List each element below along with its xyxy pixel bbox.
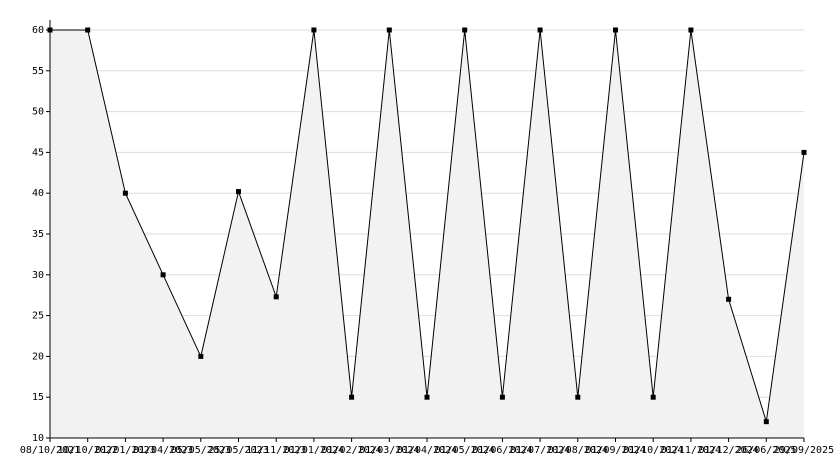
x-tick-label: 10/10/2022 xyxy=(58,445,118,456)
marker xyxy=(763,419,769,425)
x-tick-label: 01/06/2024 xyxy=(472,445,532,456)
marker xyxy=(160,272,166,278)
marker xyxy=(650,394,656,400)
area xyxy=(50,30,804,438)
marker xyxy=(236,189,241,195)
y-tick-label: 50 xyxy=(32,107,44,118)
x-tick-label: 01/02/2024 xyxy=(321,445,381,456)
y-tick-label: 10 xyxy=(32,433,44,444)
x-tick-label: 29/09/2025 xyxy=(774,445,834,456)
y-tick-label: 35 xyxy=(32,229,44,240)
y-tick-label: 15 xyxy=(32,392,44,403)
marker xyxy=(462,27,468,33)
y-tick-label: 55 xyxy=(32,66,44,77)
marker xyxy=(311,27,317,33)
marker xyxy=(537,27,543,33)
marker xyxy=(85,27,91,33)
x-tick-label: 01/03/2024 xyxy=(359,445,419,456)
x-tick-label: 01/01/2024 xyxy=(284,445,344,456)
x-tick-label: 01/04/2024 xyxy=(397,445,457,456)
x-tick-label: 01/01/2023 xyxy=(95,445,155,456)
marker xyxy=(613,27,618,33)
x-tick-label: 01/09/2024 xyxy=(585,445,645,456)
marker xyxy=(349,394,355,400)
marker xyxy=(198,353,204,359)
x-tick-label: 01/12/2024 xyxy=(698,445,758,456)
marker xyxy=(688,27,694,33)
marker xyxy=(801,149,807,155)
x-tick-label: 25/05/2023 xyxy=(208,445,268,456)
x-tick-label: 01/08/2024 xyxy=(548,445,608,456)
x-tick-label: 01/07/2024 xyxy=(510,445,570,456)
marker xyxy=(122,190,128,196)
x-tick-label: 01/10/2024 xyxy=(623,445,683,456)
x-tick-label: 26/06/2025 xyxy=(736,445,796,456)
marker xyxy=(273,294,279,300)
marker xyxy=(424,394,430,400)
marker xyxy=(386,27,392,33)
x-tick-label: 01/05/2024 xyxy=(435,445,495,456)
y-tick-label: 40 xyxy=(32,188,44,199)
y-tick-label: 60 xyxy=(32,25,44,36)
marker xyxy=(575,394,581,400)
y-tick-label: 25 xyxy=(32,311,44,322)
x-tick-label: 08/10/2021 xyxy=(20,445,80,456)
y-tick-label: 45 xyxy=(32,147,44,158)
x-tick-label: 11/11/2023 xyxy=(246,445,306,456)
marker xyxy=(499,394,505,400)
x-tick-label: 01/11/2024 xyxy=(661,445,721,456)
x-tick-label: 01/04/2023 xyxy=(133,445,193,456)
y-tick-label: 20 xyxy=(32,351,44,362)
marker xyxy=(726,296,732,302)
x-tick-label: 05/05/2023 xyxy=(171,445,231,456)
y-tick-label: 30 xyxy=(32,270,44,281)
